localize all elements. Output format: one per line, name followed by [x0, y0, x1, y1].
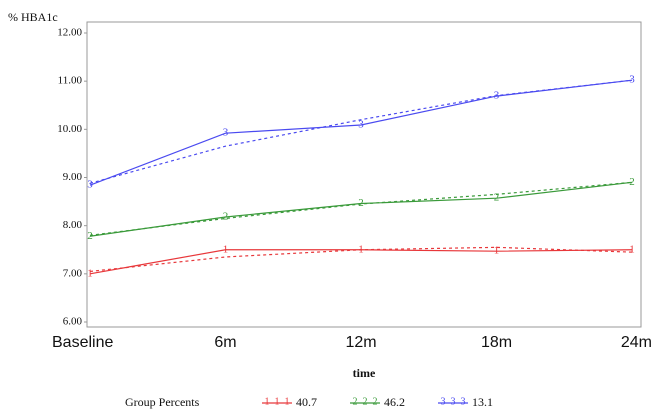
- x-tick-label: 18m: [481, 334, 512, 351]
- fit-line: [89, 79, 633, 184]
- legend-marker: 3: [441, 396, 446, 407]
- legend-marker: 2: [363, 396, 368, 407]
- x-tick-label: Baseline: [52, 334, 113, 351]
- point-marker: 3: [494, 90, 500, 102]
- y-tick-label: 11.00: [58, 75, 83, 87]
- point-marker: 2: [358, 197, 364, 209]
- point-marker: 3: [358, 119, 364, 131]
- legend-marker: 1: [275, 396, 280, 407]
- y-tick-label: 12.00: [57, 27, 82, 39]
- x-tick-label: 24m: [621, 334, 652, 351]
- x-tick-label: 12m: [345, 334, 376, 351]
- x-tick-label: 6m: [214, 334, 236, 351]
- y-tick-label: 7.00: [63, 267, 83, 279]
- series-line: [89, 249, 633, 275]
- legend-marker: 3: [461, 396, 466, 407]
- point-marker: 2: [494, 192, 500, 204]
- point-marker: 3: [629, 74, 635, 86]
- point-marker: 1: [87, 267, 93, 279]
- legend-label: 46.2: [384, 395, 405, 409]
- point-marker: 3: [87, 179, 93, 191]
- series-line: [89, 181, 633, 237]
- legend-title: Group Percents: [125, 395, 200, 409]
- point-marker: 2: [629, 176, 635, 188]
- x-axis-label: time: [353, 366, 376, 380]
- legend-marker: 3: [451, 396, 456, 407]
- y-tick-label: 10.00: [57, 123, 82, 135]
- plot-frame: [86, 21, 642, 328]
- y-tick-label: 9.00: [63, 171, 83, 183]
- point-marker: 1: [358, 243, 364, 255]
- legend-marker: 1: [285, 396, 290, 407]
- legend-marker: 2: [353, 396, 358, 407]
- legend-marker: 2: [373, 396, 378, 407]
- point-marker: 1: [494, 245, 500, 257]
- series-line: [89, 79, 633, 186]
- legend-marker: 1: [265, 396, 270, 407]
- y-tick-label: 6.00: [63, 316, 83, 328]
- y-tick-label: 8.00: [63, 219, 83, 231]
- point-marker: 1: [629, 243, 635, 255]
- legend-label: 40.7: [296, 395, 317, 409]
- point-marker: 2: [87, 230, 93, 242]
- point-marker: 1: [223, 243, 229, 255]
- y-axis-label: % HBA1c: [8, 10, 58, 24]
- point-marker: 3: [223, 127, 229, 139]
- legend-label: 13.1: [472, 395, 493, 409]
- point-marker: 2: [223, 211, 229, 223]
